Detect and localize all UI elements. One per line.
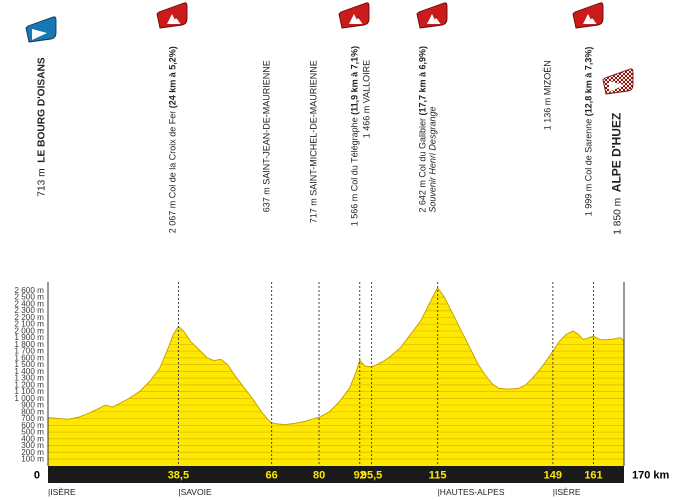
svg-text:100 m: 100 m: [21, 455, 44, 464]
svg-text:149: 149: [544, 470, 562, 482]
svg-text:66: 66: [265, 470, 277, 482]
svg-text:|HAUTES-ALPES: |HAUTES-ALPES: [438, 487, 505, 497]
svg-text:80: 80: [313, 470, 325, 482]
svg-text:38,5: 38,5: [168, 470, 189, 482]
svg-text:95,5: 95,5: [361, 470, 382, 482]
svg-text:170 km: 170 km: [632, 470, 670, 482]
svg-text:115: 115: [429, 470, 447, 482]
svg-text:161: 161: [584, 470, 602, 482]
svg-text:|ISÈRE: |ISÈRE: [553, 487, 581, 497]
svg-text:0: 0: [34, 470, 40, 482]
svg-text:|ISÈRE: |ISÈRE: [48, 487, 76, 497]
svg-text:|SAVOIE: |SAVOIE: [178, 487, 212, 497]
